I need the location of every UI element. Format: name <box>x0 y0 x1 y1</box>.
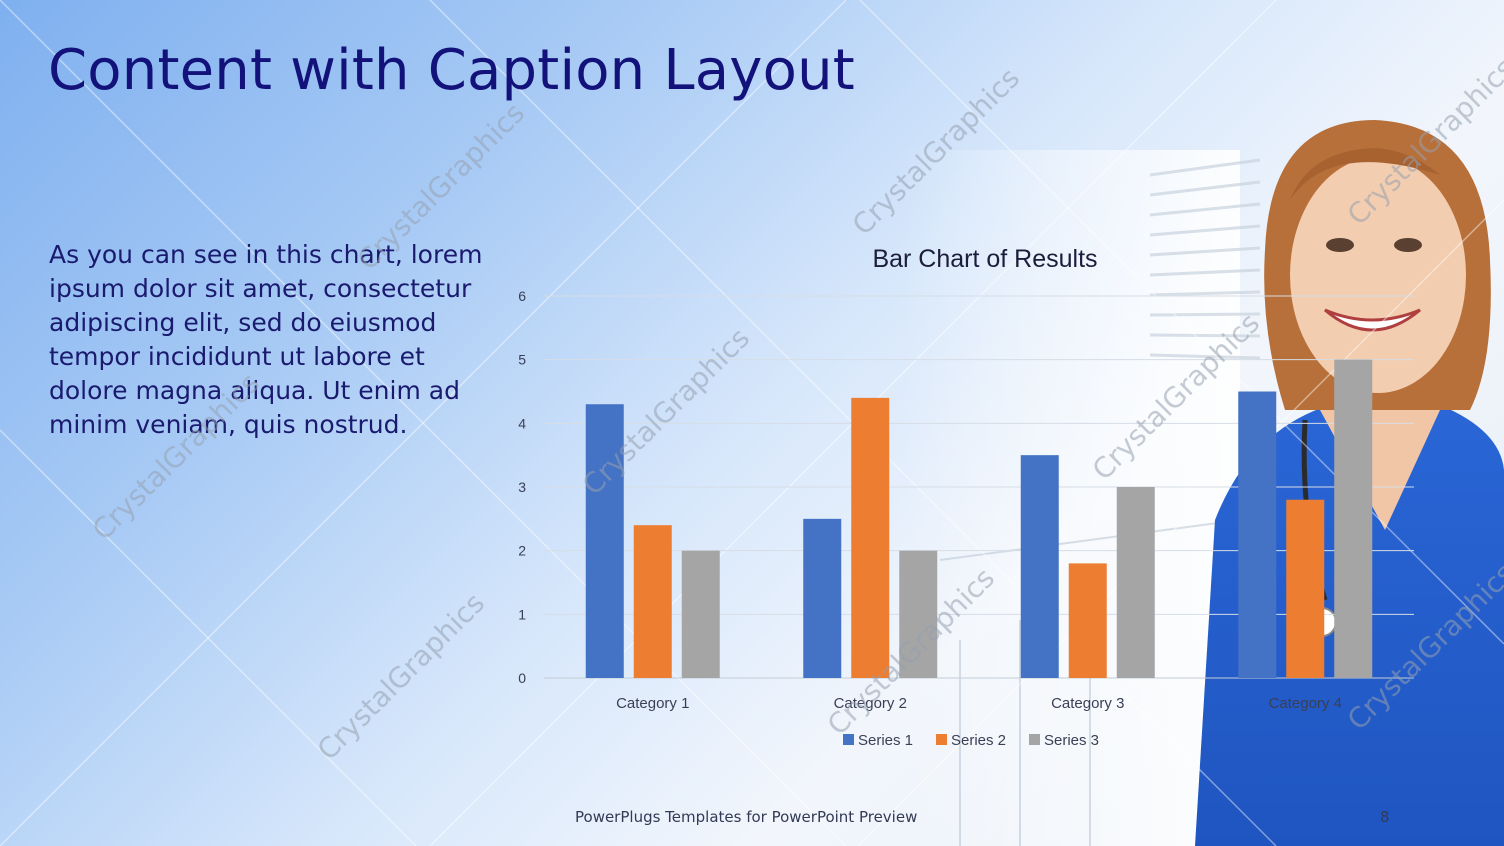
bar <box>1334 359 1373 678</box>
y-tick-label: 6 <box>518 288 526 304</box>
bar <box>803 518 842 678</box>
y-tick-label: 3 <box>518 479 526 495</box>
y-tick-label: 0 <box>518 670 526 686</box>
bar <box>681 550 720 678</box>
bar <box>1116 487 1155 678</box>
window-blinds <box>1149 158 1261 360</box>
slide-title: Content with Caption Layout <box>48 38 855 103</box>
legend-swatch <box>843 734 854 745</box>
legend-label: Series 3 <box>1044 732 1099 749</box>
y-tick-label: 5 <box>518 352 526 368</box>
legend-swatch <box>1029 734 1040 745</box>
legend-label: Series 1 <box>858 732 913 749</box>
bar <box>1020 455 1059 678</box>
x-tick-label: Category 1 <box>616 695 689 712</box>
chart-title: Bar Chart of Results <box>872 245 1097 273</box>
page-number: 8 <box>1380 808 1390 826</box>
legend-swatch <box>936 734 947 745</box>
bar <box>1068 563 1107 678</box>
bar <box>1238 391 1277 678</box>
y-tick-label: 1 <box>518 606 526 622</box>
bar <box>1286 499 1325 678</box>
bar <box>899 550 938 678</box>
x-tick-label: Category 2 <box>834 695 907 712</box>
x-tick-label: Category 4 <box>1269 695 1342 712</box>
y-tick-label: 4 <box>518 415 526 431</box>
legend-label: Series 2 <box>951 732 1006 749</box>
x-tick-label: Category 3 <box>1051 695 1124 712</box>
y-tick-label: 2 <box>518 543 526 559</box>
caption-text: As you can see in this chart, lorem ipsu… <box>49 240 483 439</box>
bar <box>633 525 672 678</box>
bar <box>585 404 624 678</box>
bar <box>851 397 890 678</box>
footer-text: PowerPlugs Templates for PowerPoint Prev… <box>575 808 918 826</box>
